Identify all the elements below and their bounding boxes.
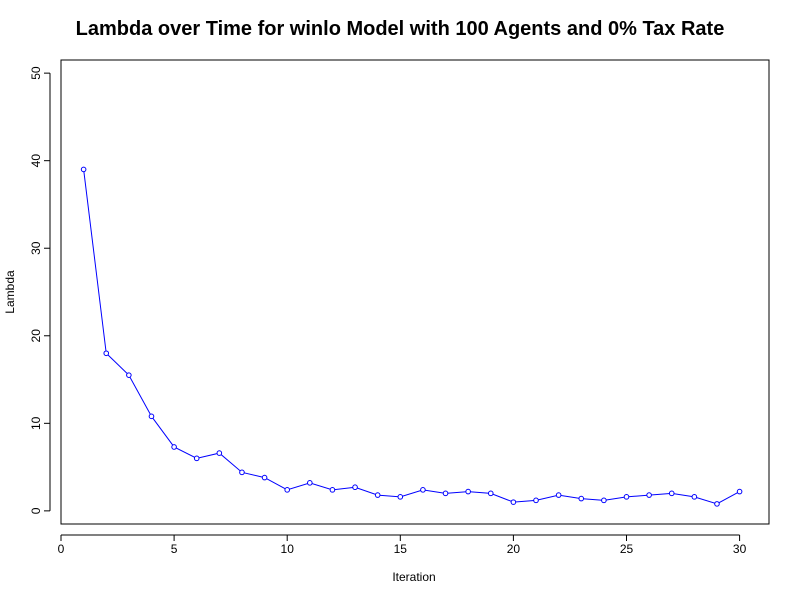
data-point bbox=[374, 492, 381, 498]
data-point bbox=[126, 372, 132, 378]
data-point bbox=[284, 487, 290, 493]
data-point bbox=[352, 484, 358, 491]
y-tick-label: 10 bbox=[29, 416, 43, 430]
x-tick-label: 5 bbox=[171, 542, 178, 556]
y-tick-label: 20 bbox=[29, 329, 43, 343]
series-line bbox=[83, 169, 740, 505]
data-point bbox=[261, 474, 268, 481]
data-point bbox=[80, 166, 87, 173]
data-point bbox=[714, 501, 720, 507]
y-axis-label: Lambda bbox=[3, 270, 17, 314]
data-point bbox=[601, 497, 607, 504]
x-tick-label: 30 bbox=[733, 542, 747, 556]
data-point bbox=[646, 492, 652, 498]
data-point bbox=[736, 488, 743, 495]
x-tick-label: 10 bbox=[281, 542, 295, 556]
data-point bbox=[623, 494, 630, 500]
plot-frame bbox=[60, 59, 770, 525]
x-tick-label: 15 bbox=[394, 542, 408, 556]
x-axis-label: Iteration bbox=[392, 570, 435, 584]
x-tick-label: 25 bbox=[620, 542, 634, 556]
data-point bbox=[420, 487, 426, 493]
series-lambda bbox=[80, 166, 743, 507]
y-tick-label: 40 bbox=[29, 154, 43, 168]
data-point bbox=[216, 450, 223, 456]
data-point bbox=[578, 495, 585, 502]
data-point bbox=[193, 455, 200, 462]
chart-title: Lambda over Time for winlo Model with 10… bbox=[75, 18, 725, 40]
data-point bbox=[691, 494, 698, 500]
data-point bbox=[533, 497, 539, 504]
x-axis: 0 5 10 15 20 25 30 bbox=[58, 534, 747, 556]
data-point bbox=[148, 413, 155, 420]
y-tick-label: 50 bbox=[29, 66, 43, 80]
x-tick-label: 20 bbox=[507, 542, 521, 556]
y-tick-label: 0 bbox=[29, 507, 43, 514]
y-tick-label: 30 bbox=[29, 241, 43, 255]
y-axis: 0 10 20 30 40 50 bbox=[29, 66, 51, 514]
data-point bbox=[555, 492, 562, 498]
data-point bbox=[487, 490, 494, 497]
data-point bbox=[239, 469, 245, 476]
data-point bbox=[307, 480, 313, 486]
data-point bbox=[171, 444, 177, 450]
data-point bbox=[103, 350, 110, 357]
data-point bbox=[510, 499, 517, 505]
x-tick-label: 0 bbox=[58, 542, 65, 556]
data-point bbox=[442, 490, 449, 497]
data-point bbox=[668, 490, 675, 497]
data-point bbox=[329, 487, 336, 493]
data-point bbox=[397, 494, 404, 500]
data-point bbox=[465, 488, 471, 495]
